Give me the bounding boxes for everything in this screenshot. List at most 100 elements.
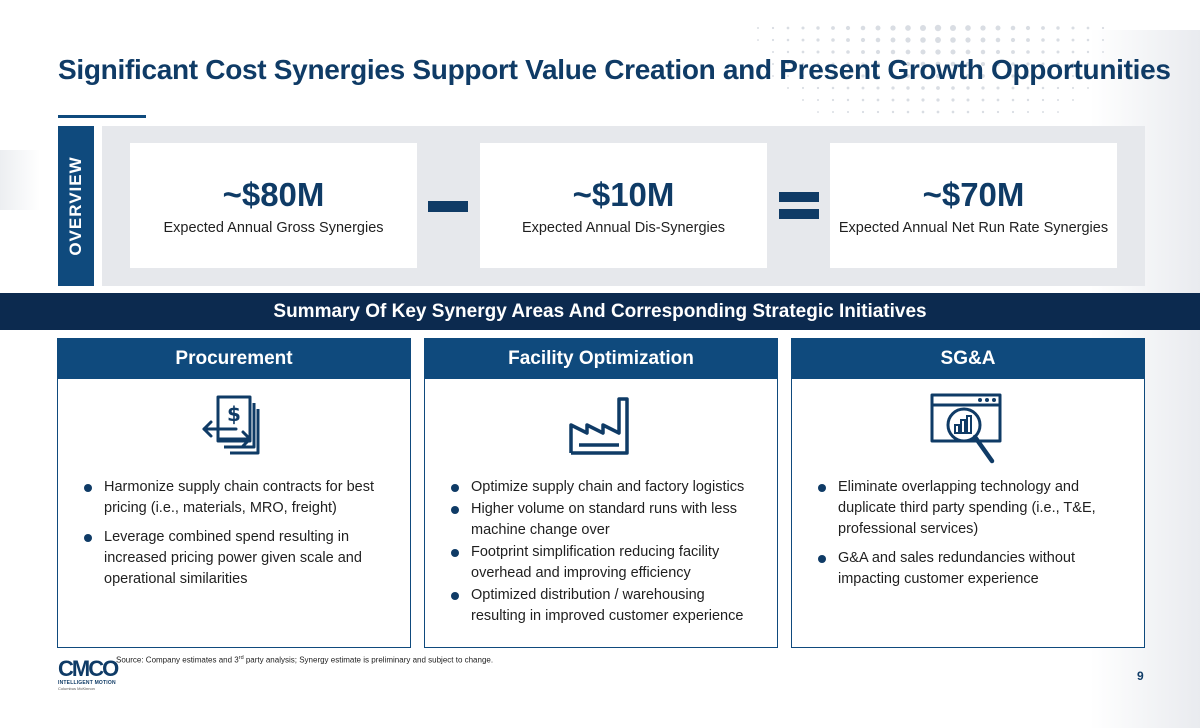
decorative-dot	[831, 50, 835, 54]
decorative-dot	[1041, 74, 1045, 78]
decorative-dot	[861, 74, 865, 78]
decorative-dot	[831, 62, 835, 66]
decorative-dot	[920, 61, 926, 67]
decorative-dot	[906, 74, 910, 78]
decorative-dot	[921, 98, 925, 102]
decorative-dot	[1056, 50, 1060, 54]
contract-exchange-icon: $	[202, 395, 260, 455]
decorative-dot	[1011, 98, 1015, 102]
decorative-dot	[981, 98, 985, 102]
decorative-dot	[1010, 25, 1016, 31]
title-underline	[58, 115, 146, 118]
decorative-dot	[845, 25, 851, 31]
decorative-dot	[951, 98, 955, 102]
decorative-dot	[786, 50, 790, 54]
decorative-dot	[1041, 26, 1045, 30]
decorative-dot	[996, 62, 1000, 66]
decorative-dot	[905, 25, 911, 31]
decorative-dot	[965, 61, 971, 67]
decorative-dot	[936, 110, 940, 114]
decorative-dot	[846, 110, 850, 114]
decorative-dot	[921, 86, 925, 90]
decorative-dot	[1086, 50, 1090, 54]
decorative-dot	[936, 98, 940, 102]
decorative-dot	[890, 61, 896, 67]
metric-value: ~$10M	[572, 176, 675, 213]
decorative-dot	[1087, 87, 1089, 89]
decorative-dot	[1041, 38, 1045, 42]
decorative-dot	[949, 24, 957, 32]
decorative-dot	[996, 86, 1000, 90]
decorative-dot	[1072, 99, 1074, 101]
source-text: Source: Company estimates and 3	[116, 655, 239, 665]
decorative-dot	[950, 37, 956, 43]
decorative-dot	[1056, 62, 1060, 66]
decorative-dot	[1086, 38, 1090, 42]
panel-title: Procurement	[58, 339, 410, 379]
source-note: Source: Company estimates and 3rd party …	[116, 655, 493, 665]
decorative-dot	[860, 37, 866, 43]
decorative-dot	[831, 86, 835, 90]
decorative-dot	[876, 74, 880, 78]
decorative-dot	[772, 63, 774, 65]
decorative-dot	[1010, 37, 1016, 43]
decorative-dot	[1026, 50, 1030, 54]
decorative-dot	[786, 38, 790, 42]
decorative-dot	[816, 74, 820, 78]
logo-company-name: Columbus McKinnon	[58, 686, 95, 691]
decorative-dot	[891, 98, 895, 102]
overview-side-tab	[58, 126, 94, 286]
list-item: G&A and sales redundancies without impac…	[818, 548, 1130, 590]
decorative-dot	[786, 26, 790, 30]
procurement-panel: Procurement $ Harmonize supply chain con…	[57, 338, 411, 648]
decorative-dot	[771, 50, 775, 54]
decorative-dot	[1011, 50, 1015, 54]
decorative-dot	[950, 73, 956, 79]
decorative-dot	[1042, 111, 1044, 113]
panel-title: Facility Optimization	[425, 339, 777, 379]
decorative-dot	[801, 50, 805, 54]
decorative-dot	[757, 39, 759, 41]
decorative-dot	[771, 26, 775, 30]
decorative-dot	[846, 74, 850, 78]
decorative-dot	[905, 37, 911, 43]
decorative-dot	[876, 86, 880, 90]
decorative-dot	[980, 37, 986, 43]
decorative-dot	[1086, 74, 1090, 78]
decorative-dot	[846, 86, 850, 90]
decorative-dot	[891, 110, 895, 114]
decorative-dot	[890, 25, 896, 31]
metric-value: ~$70M	[922, 176, 1025, 213]
decorative-dot	[1071, 86, 1075, 90]
facility-list: Optimize supply chain and factory logist…	[451, 477, 763, 628]
decorative-dot	[951, 86, 955, 90]
decorative-dot	[1056, 74, 1060, 78]
decorative-dot	[786, 74, 790, 78]
decorative-dot	[1026, 74, 1030, 78]
decorative-dot	[1026, 110, 1030, 114]
decorative-dot	[996, 74, 1000, 78]
decorative-dot	[890, 49, 896, 55]
decorative-dot	[1056, 26, 1060, 30]
decorative-dot	[801, 62, 805, 66]
minus-operator-icon	[428, 201, 468, 212]
decorative-dot	[921, 110, 925, 114]
decorative-dot	[787, 87, 789, 89]
decorative-dot	[861, 86, 865, 90]
decorative-dot	[816, 98, 820, 102]
summary-heading: Summary Of Key Synergy Areas And Corresp…	[0, 293, 1200, 330]
decorative-dot	[981, 86, 985, 90]
decorative-dot	[981, 110, 985, 114]
decorative-dot	[1056, 38, 1060, 42]
decorative-dot	[1086, 26, 1090, 30]
metric-label: Expected Annual Net Run Rate Synergies	[838, 220, 1109, 236]
sga-panel: SG&A Eliminate overlapping technology an…	[791, 338, 1145, 648]
decorative-dot	[935, 73, 941, 79]
metric-card-dis: ~$10M Expected Annual Dis-Synergies	[480, 143, 767, 268]
decorative-dot	[831, 26, 835, 30]
decorative-dot	[995, 49, 1001, 55]
decorative-dot	[1011, 110, 1015, 114]
metric-card-net: ~$70M Expected Annual Net Run Rate Syner…	[830, 143, 1117, 268]
decorative-dot	[1026, 62, 1030, 66]
source-text-end: party analysis; Synergy estimate is prel…	[243, 655, 494, 665]
